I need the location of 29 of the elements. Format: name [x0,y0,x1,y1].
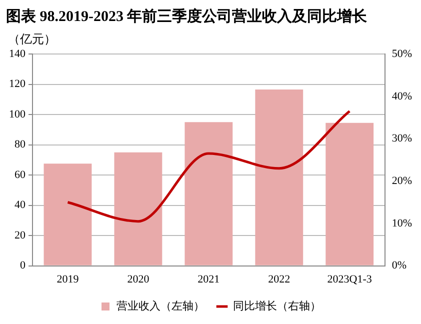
bar [44,164,92,266]
legend-label: 营业收入（左轴） [116,299,204,312]
y2-tick-label: 50% [392,48,412,60]
x-tick-label: 2023Q1-3 [327,273,372,286]
line-series [66,110,351,223]
y-tick-label: 100 [9,108,26,120]
bar [255,90,304,266]
y2-tick-label: 0% [392,260,407,272]
x-tick-label: 2019 [56,273,80,286]
x-tick-label: 2022 [268,273,290,286]
bar [326,122,374,266]
y-tick-label: 120 [9,78,26,90]
y-tick-label: 20 [14,229,26,242]
y2-tick-label: 20% [392,174,412,187]
y-tick-label: 140 [9,48,26,60]
y2-tick-label: 10% [392,217,412,230]
x-tick-label: 2021 [198,273,220,286]
y2-tick-label: 40% [392,90,412,102]
legend-label: 同比增长（右轴） [233,299,321,312]
y-tick-label: 40 [14,199,26,212]
y-tick-label: 80 [14,138,26,151]
chart-title: 图表 98.2019-2023 年前三季度公司营业收入及同比增长 [6,6,368,25]
bar [184,122,233,266]
y-tick-label: 0 [20,260,26,272]
bar [114,152,162,266]
y-axis-title: （亿元） [8,32,56,46]
y-tick-label: 60 [14,168,26,181]
x-tick-label: 2020 [127,273,150,286]
y2-tick-label: 30% [392,132,412,145]
